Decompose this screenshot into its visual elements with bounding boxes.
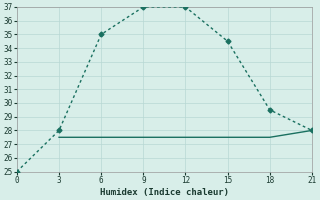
X-axis label: Humidex (Indice chaleur): Humidex (Indice chaleur)	[100, 188, 229, 197]
